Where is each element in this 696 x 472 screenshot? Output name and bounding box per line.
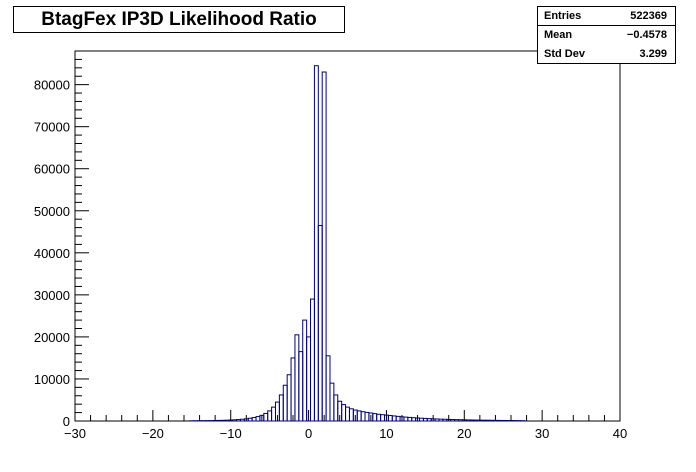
histogram-bin <box>376 413 382 422</box>
histogram-bin <box>263 412 269 422</box>
x-tick-label: 0 <box>305 426 312 441</box>
histogram-bin <box>372 413 378 422</box>
histogram-bin <box>329 382 335 422</box>
y-tick-label: 20000 <box>34 330 70 345</box>
histogram-bin <box>473 419 479 422</box>
histogram-bin <box>434 418 440 422</box>
histogram-bin <box>426 418 432 422</box>
stats-divider <box>538 25 675 26</box>
stats-value-stddev: 3.299 <box>639 48 667 60</box>
histogram-bin <box>364 411 370 422</box>
histogram-bin <box>403 416 409 422</box>
y-tick-label: 80000 <box>34 78 70 93</box>
histogram-bin <box>496 419 502 422</box>
histogram-bin <box>391 415 397 422</box>
stats-row-mean: Mean −0.4578 <box>538 26 675 44</box>
y-tick-label: 10000 <box>34 372 70 387</box>
histogram-bin <box>454 419 459 422</box>
x-tick-label: 30 <box>535 426 549 441</box>
stats-value-entries: 522369 <box>630 10 667 22</box>
y-tick-label: 50000 <box>34 204 70 219</box>
stats-value-mean: −0.4578 <box>626 29 667 41</box>
histogram-bin <box>282 384 288 422</box>
stats-label-stddev: Std Dev <box>544 48 585 60</box>
x-tick-label: 40 <box>613 426 627 441</box>
y-axis: 0 10000 20000 30000 40000 50000 60000 70000 8000… <box>34 50 89 429</box>
histogram-bin <box>422 417 428 422</box>
histogram-bin <box>450 419 456 422</box>
histogram-bin <box>356 410 362 422</box>
histogram-bin <box>239 418 245 422</box>
histogram-bin <box>485 419 491 422</box>
histogram-bin <box>255 416 261 422</box>
histogram-bin <box>387 415 393 422</box>
stats-label-entries: Entries <box>544 10 582 22</box>
histogram-bin <box>302 319 308 422</box>
histogram-bin <box>500 419 506 422</box>
histogram-bin <box>348 408 354 422</box>
histogram-bin <box>271 406 276 422</box>
histogram-bin <box>232 419 238 422</box>
histogram-bin <box>224 419 230 422</box>
stats-box: Entries 522369 Mean −0.4578 Std Dev 3.29… <box>537 6 676 64</box>
histogram-bin <box>419 417 424 422</box>
stats-row-stddev: Std Dev 3.299 <box>538 45 675 63</box>
x-tick-label: −20 <box>142 426 164 441</box>
x-axis: −30 −20 −10 0 10 20 30 40 <box>64 410 627 441</box>
histogram-bin <box>286 374 292 422</box>
histogram-bin <box>317 224 323 422</box>
histogram-bin <box>504 419 510 422</box>
x-tick-label: −30 <box>64 426 86 441</box>
histogram-bin <box>236 419 241 422</box>
y-tick-label: 40000 <box>34 246 70 261</box>
histogram-bin <box>442 418 448 422</box>
stats-label-mean: Mean <box>544 29 573 41</box>
histogram-bin <box>267 410 273 422</box>
y-tick-label: 30000 <box>34 288 70 303</box>
x-tick-label: −10 <box>220 426 242 441</box>
histogram-bin <box>247 417 253 422</box>
histogram-bin <box>325 355 331 422</box>
histogram-bin <box>290 357 296 422</box>
histogram-bin <box>306 336 312 422</box>
y-tick-label: 60000 <box>34 162 70 177</box>
histogram-bin <box>313 65 319 422</box>
histogram-bin <box>481 419 487 422</box>
y-tick-label: 70000 <box>34 120 70 135</box>
histogram-bars <box>189 65 526 422</box>
histogram-bin <box>321 71 327 422</box>
histogram-bin <box>411 417 417 422</box>
frame <box>74 50 621 422</box>
histogram-bin <box>310 298 315 422</box>
histogram-bin <box>395 415 401 422</box>
histogram-bin <box>489 419 494 422</box>
histogram-bin <box>380 414 385 422</box>
x-tick-label: 10 <box>379 426 393 441</box>
histogram-bin <box>278 394 284 422</box>
x-tick-label: 20 <box>457 426 471 441</box>
histogram-bin <box>220 419 226 422</box>
histogram-bin <box>407 416 413 422</box>
histogram-bin <box>298 351 304 422</box>
histogram-bin <box>251 417 257 422</box>
histogram-bin <box>345 406 350 422</box>
histogram-bin <box>465 419 471 422</box>
histogram-bin <box>294 334 300 422</box>
histogram-bin <box>333 394 339 422</box>
histogram-bin <box>457 419 463 422</box>
histogram-bin <box>341 404 347 422</box>
y-tick-label: 0 <box>63 414 70 429</box>
histogram-bin <box>360 411 366 422</box>
histogram-bin <box>469 419 475 422</box>
chart-title: BtagFex IP3D Likelihood Ratio <box>41 8 317 30</box>
stats-row-entries: Entries 522369 <box>538 7 675 25</box>
histogram-bin <box>438 418 444 422</box>
title-box: BtagFex IP3D Likelihood Ratio <box>13 6 345 33</box>
histogram-bin <box>216 419 222 422</box>
